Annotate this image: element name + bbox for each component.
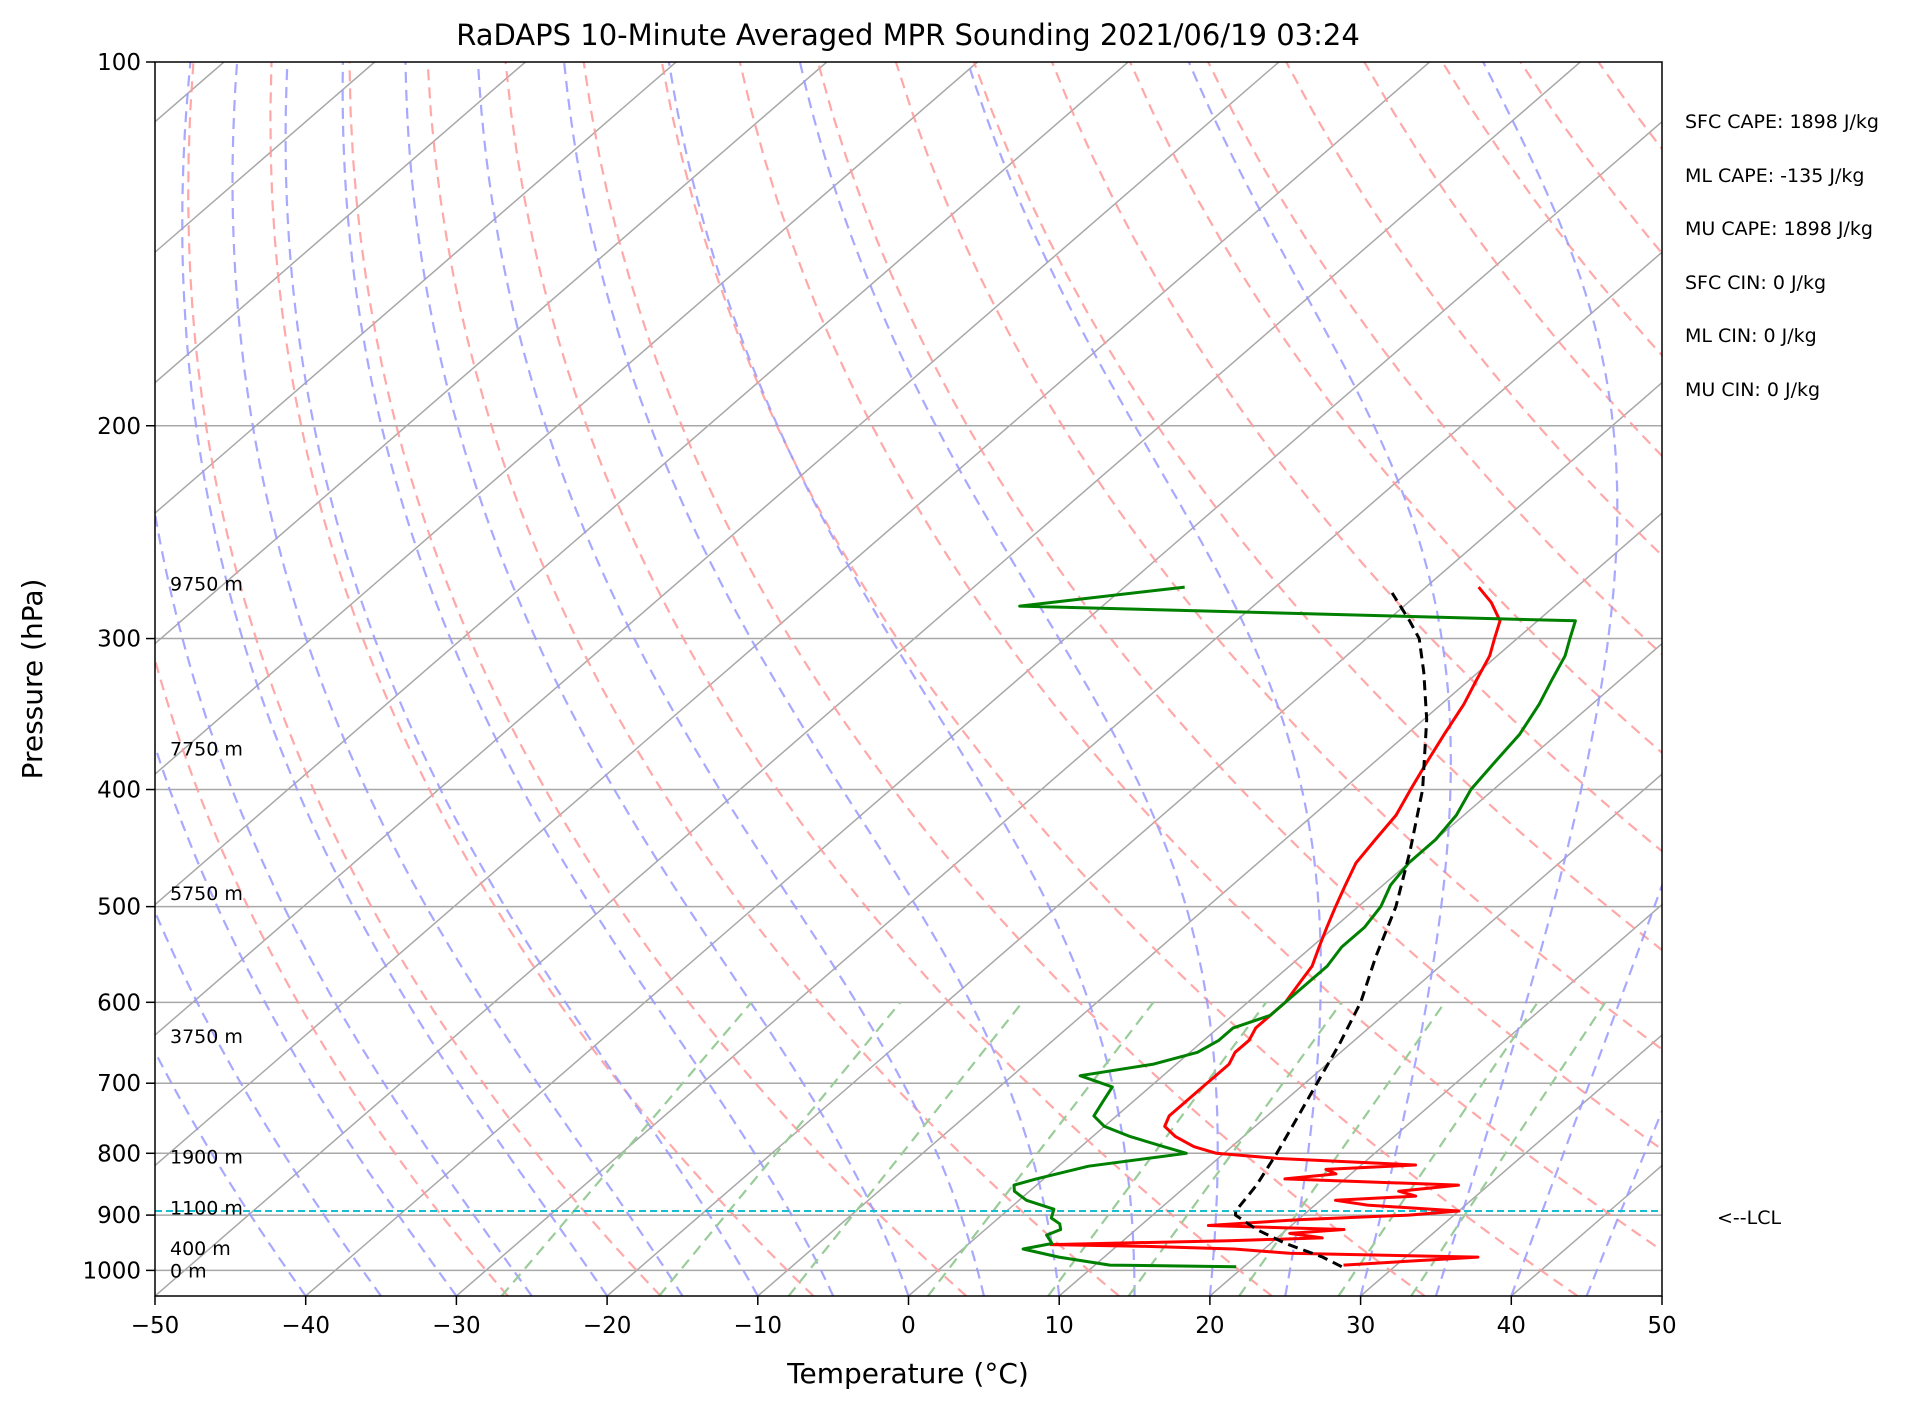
x-tick-label: 30 bbox=[1346, 1313, 1375, 1339]
moist-adiabat-line bbox=[181, 62, 609, 1296]
x-axis-label: Temperature (°C) bbox=[786, 1357, 1029, 1390]
dry-adiabat-line bbox=[738, 62, 1662, 1252]
dry-adiabat-line bbox=[426, 62, 1120, 1296]
height-label: 1900 m bbox=[170, 1147, 243, 1169]
y-tick-label: 300 bbox=[97, 627, 141, 653]
x-tick-label: 50 bbox=[1647, 1313, 1676, 1339]
y-tick-label: 900 bbox=[97, 1203, 141, 1229]
mu-cin-label: MU CIN: 0 J/kg bbox=[1685, 379, 1820, 401]
lcl-label: <--LCL bbox=[1717, 1207, 1781, 1229]
temperature-line bbox=[1049, 586, 1502, 1267]
height-label: 7750 m bbox=[170, 739, 243, 761]
parcel-line bbox=[1234, 592, 1429, 1269]
isotherm-line bbox=[155, 62, 1431, 1167]
dry-adiabat-line bbox=[972, 62, 1662, 952]
isotherm-line bbox=[305, 120, 1662, 1296]
dry-adiabat-line bbox=[1050, 62, 1662, 853]
plot-area bbox=[155, 62, 1662, 1296]
x-tick-label: −50 bbox=[131, 1313, 180, 1339]
dry-adiabat-line bbox=[348, 62, 968, 1296]
mixing-ratio-line bbox=[1047, 1001, 1268, 1296]
mixing-ratio-line bbox=[1410, 1001, 1607, 1296]
dry-adiabat-line bbox=[816, 62, 1662, 1151]
isotherm-line bbox=[155, 62, 978, 776]
data-series bbox=[155, 585, 1662, 1269]
isotherm-line bbox=[155, 62, 1129, 906]
isotherm-line bbox=[155, 62, 828, 645]
moist-adiabat-line bbox=[1187, 62, 1452, 1296]
y-tick-label: 100 bbox=[97, 50, 141, 76]
sfc-cin-label: SFC CIN: 0 J/kg bbox=[1685, 272, 1826, 294]
isotherm-line bbox=[1209, 903, 1662, 1296]
mixing-ratio-line bbox=[787, 1001, 1024, 1296]
mu-cape-label: MU CAPE: 1898 J/kg bbox=[1685, 218, 1873, 240]
height-labels: 9750 m 7750 m 5750 m 3750 m 1900 m 1100 m 400 … bbox=[170, 573, 243, 1282]
height-label: 400 m bbox=[170, 1238, 231, 1260]
chart-title: RaDAPS 10-Minute Averaged MPR Sounding 2… bbox=[456, 18, 1360, 52]
height-label: 5750 m bbox=[170, 883, 243, 905]
moist-adiabat-line bbox=[966, 62, 1323, 1296]
dry-adiabat-line bbox=[269, 62, 815, 1296]
moist-adiabat-line bbox=[798, 62, 1219, 1296]
ml-cape-label: ML CAPE: -135 J/kg bbox=[1685, 165, 1864, 187]
isotherm-line bbox=[606, 381, 1662, 1296]
y-tick-label: 400 bbox=[97, 778, 141, 804]
x-tick-label: 0 bbox=[901, 1313, 916, 1339]
isotherm-line bbox=[1360, 1034, 1662, 1296]
ml-cin-label: ML CIN: 0 J/kg bbox=[1685, 325, 1817, 347]
dewpoint-line bbox=[1012, 585, 1577, 1269]
x-tick-label: −40 bbox=[281, 1313, 330, 1339]
isotherm-line bbox=[908, 642, 1662, 1296]
height-label: 0 m bbox=[170, 1260, 207, 1282]
height-label: 3750 m bbox=[170, 1026, 243, 1048]
y-axis: 100 200 300 400 500 600 700 800 900 1000 bbox=[82, 50, 155, 1284]
moist-adiabat-line bbox=[231, 62, 684, 1296]
isotherm-line bbox=[155, 62, 1280, 1037]
x-tick-label: 10 bbox=[1045, 1313, 1074, 1339]
isotherm-line bbox=[455, 251, 1662, 1296]
dry-adiabat-line bbox=[1207, 62, 1662, 656]
dry-adiabat-line bbox=[187, 62, 662, 1296]
dry-adiabat-line bbox=[582, 62, 1426, 1296]
x-axis: −50 −40 −30 −20 −10 0 10 20 30 40 50 bbox=[131, 1296, 1677, 1339]
moist-adiabat-line bbox=[476, 62, 985, 1296]
x-tick-label: 20 bbox=[1195, 1313, 1224, 1339]
sfc-cape-label: SFC CAPE: 1898 J/kg bbox=[1685, 111, 1879, 133]
height-label: 1100 m bbox=[170, 1197, 243, 1219]
x-tick-label: −10 bbox=[734, 1313, 783, 1339]
y-tick-label: 700 bbox=[97, 1071, 141, 1097]
stability-indices: SFC CAPE: 1898 J/kg ML CAPE: -135 J/kg M… bbox=[1685, 111, 1879, 401]
mixing-ratio-line bbox=[658, 1001, 902, 1296]
x-tick-label: 40 bbox=[1497, 1313, 1526, 1339]
isotherm-line bbox=[155, 62, 677, 515]
y-tick-label: 500 bbox=[97, 895, 141, 921]
isotherm-line bbox=[1058, 773, 1662, 1296]
moist-adiabat-line bbox=[1434, 62, 1619, 1296]
mixing-ratio-line bbox=[1238, 1001, 1446, 1296]
isotherm-line bbox=[155, 62, 526, 384]
y-tick-label: 600 bbox=[97, 990, 141, 1016]
y-tick-label: 1000 bbox=[82, 1258, 141, 1284]
isotherm-line bbox=[155, 62, 1581, 1296]
mixing-ratio-line bbox=[500, 1001, 753, 1296]
mixing-ratio-line bbox=[1337, 1001, 1539, 1296]
y-tick-label: 200 bbox=[97, 414, 141, 440]
moist-adiabat-line bbox=[563, 62, 1061, 1296]
moist-adiabat-line bbox=[155, 507, 533, 1296]
y-axis-label: Pressure (hPa) bbox=[16, 579, 49, 780]
x-tick-label: −30 bbox=[432, 1313, 481, 1339]
mixing-ratio-line bbox=[927, 1001, 1155, 1296]
x-tick-label: −20 bbox=[583, 1313, 632, 1339]
y-tick-label: 800 bbox=[97, 1141, 141, 1167]
dry-adiabat-line bbox=[504, 62, 1273, 1296]
height-label: 9750 m bbox=[170, 573, 243, 595]
dry-adiabat-line bbox=[155, 656, 509, 1296]
dry-adiabat-line bbox=[894, 62, 1662, 1051]
